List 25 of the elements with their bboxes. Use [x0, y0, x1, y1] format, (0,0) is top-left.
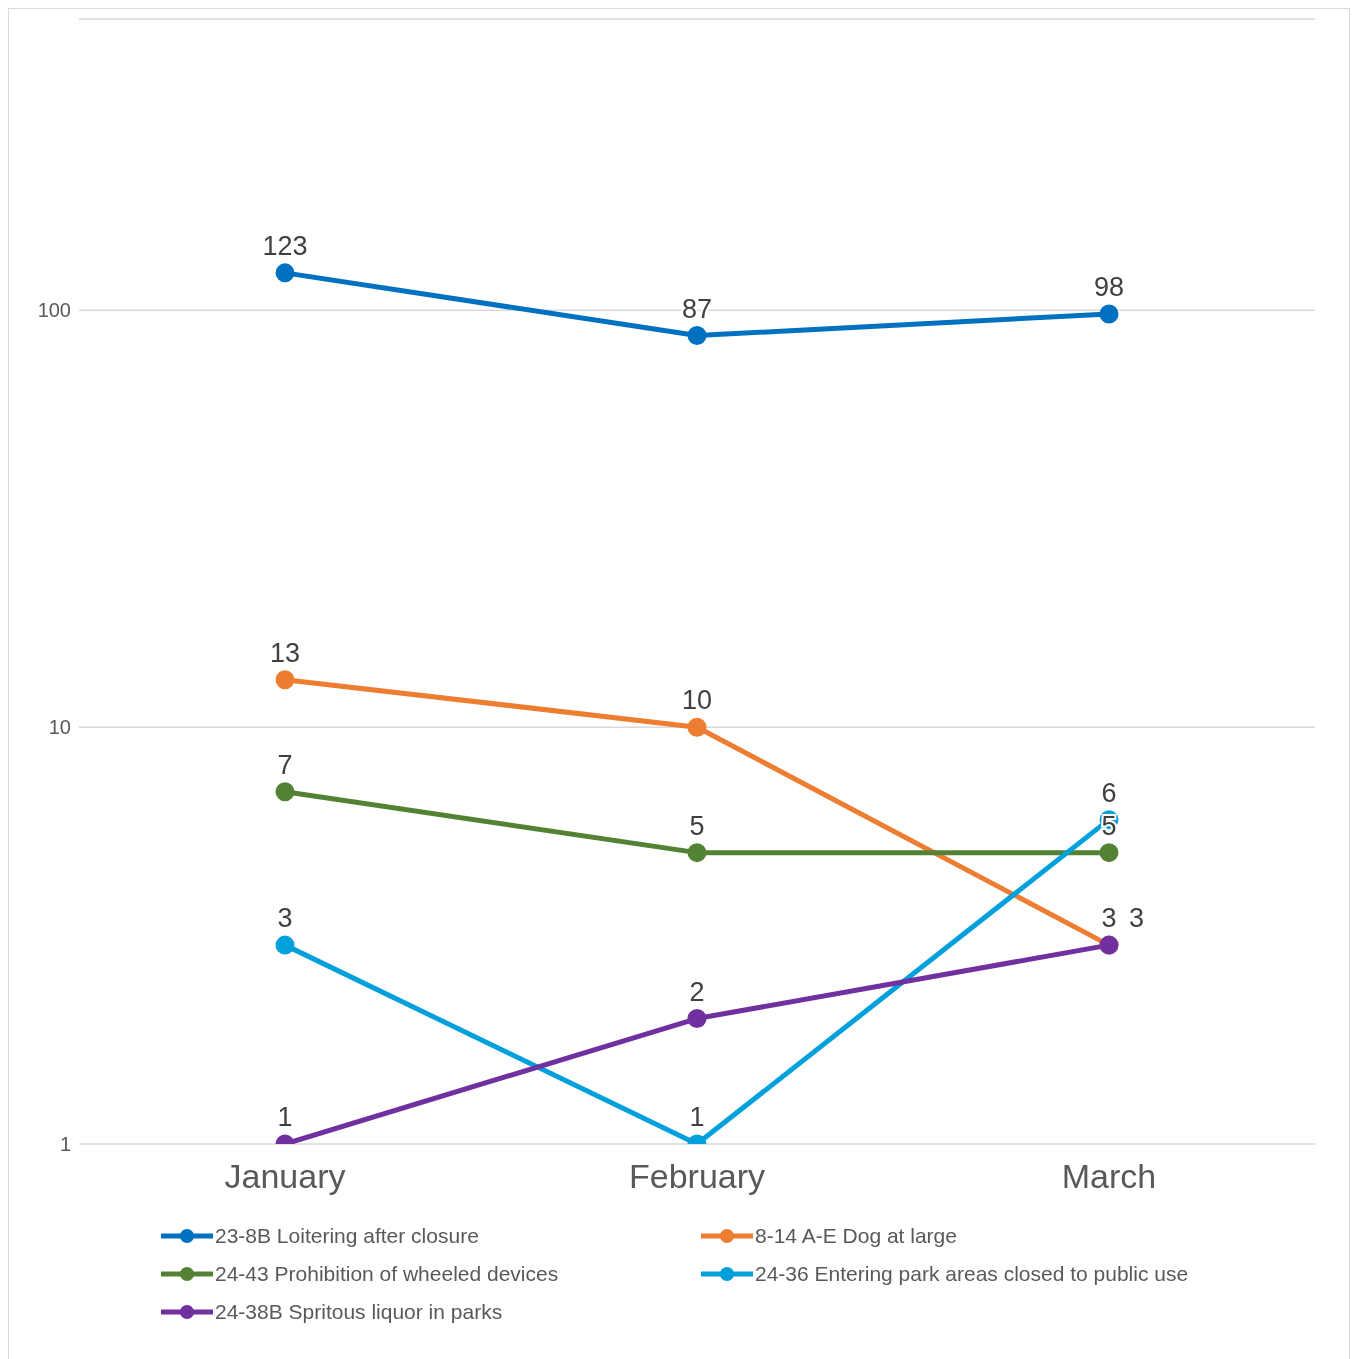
data-label: 7 [277, 749, 293, 780]
legend-label: 24-38B Spritous liquor in parks [215, 1300, 503, 1324]
data-label: 3 [1101, 903, 1117, 934]
data-label: 6 [1101, 777, 1117, 808]
data-label: 1 [689, 1102, 705, 1132]
data-label: 123 [262, 230, 308, 261]
data-label: 98 [1093, 272, 1125, 303]
legend-label: 24-43 Prohibition of wheeled devices [215, 1262, 559, 1286]
y-tick-label: 10 [48, 716, 71, 739]
data-label: 2 [689, 976, 705, 1007]
data-label: 87 [681, 293, 713, 324]
y-tick-label: 100 [37, 299, 71, 322]
data-label: 3 [277, 903, 293, 934]
data-label: 10 [681, 685, 713, 716]
data-label: 13 [269, 637, 301, 668]
legend-label: 23-8B Loitering after closure [215, 1224, 479, 1248]
x-tick-label: January [224, 1157, 346, 1196]
data-label: 1 [277, 1102, 293, 1132]
y-tick-label: 1 [59, 1133, 71, 1156]
data-label: 3 [1129, 903, 1145, 934]
legend-label: 8-14 A-E Dog at large [755, 1224, 957, 1248]
legend-label: 24-36 Entering park areas closed to public use [755, 1262, 1189, 1286]
x-tick-label: March [1061, 1157, 1157, 1196]
x-tick-label: February [628, 1157, 766, 1196]
data-label: 5 [689, 810, 705, 841]
